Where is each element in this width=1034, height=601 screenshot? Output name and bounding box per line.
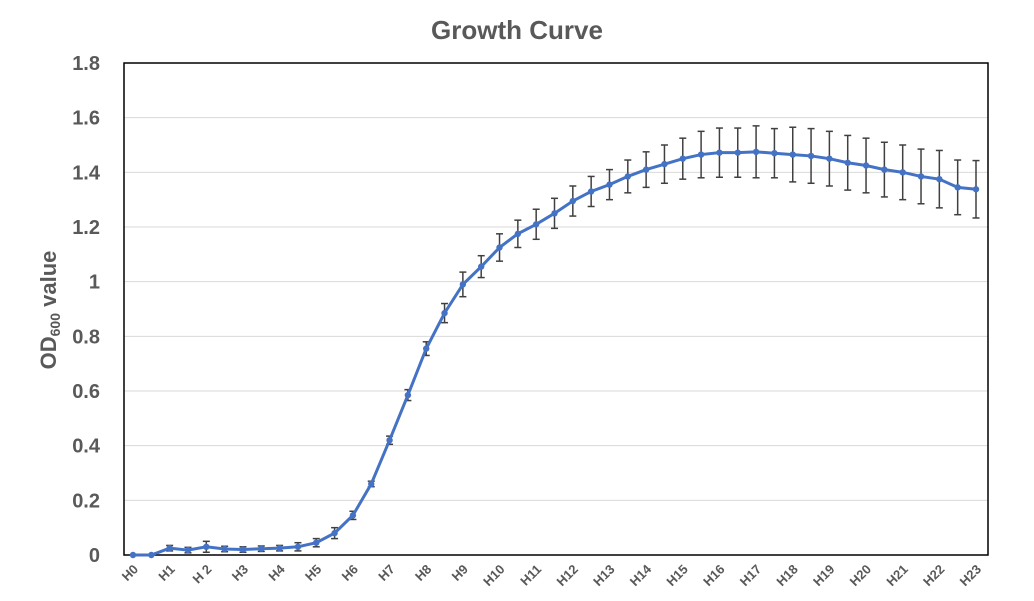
- y-axis-label: OD600 value: [36, 251, 63, 370]
- x-tick-label: H 2: [190, 562, 215, 587]
- data-point: [258, 545, 265, 552]
- data-point: [514, 230, 522, 238]
- data-point: [404, 391, 412, 399]
- data-point: [716, 149, 723, 156]
- data-point: [917, 173, 925, 180]
- x-tick-label: H23: [957, 562, 984, 589]
- data-point: [477, 263, 485, 270]
- x-tick-label: H10: [480, 562, 507, 589]
- x-tick-label: H22: [920, 562, 947, 589]
- y-label-subscript: 600: [47, 313, 63, 337]
- x-tick-label: H6: [339, 562, 361, 584]
- y-tick-label: 1.2: [72, 217, 100, 239]
- y-label-main: OD: [36, 336, 61, 369]
- x-tick-label: H20: [847, 562, 874, 589]
- data-point: [423, 345, 430, 352]
- plot-area-border: [123, 62, 989, 556]
- data-point: [184, 546, 192, 554]
- data-point: [734, 149, 741, 156]
- data-point: [386, 437, 393, 444]
- y-tick-label: 0.8: [72, 326, 100, 348]
- data-point: [844, 159, 851, 166]
- data-point: [331, 529, 338, 537]
- data-point: [624, 173, 632, 180]
- chart-title: Growth Curve: [431, 15, 603, 45]
- y-tick-label: 1.8: [72, 53, 100, 75]
- y-tick-label: 1.4: [72, 162, 101, 184]
- x-tick-label: H7: [375, 562, 397, 584]
- data-point: [752, 148, 760, 156]
- data-point: [166, 544, 173, 552]
- y-tick-label: 0: [89, 545, 100, 567]
- y-tick-label: 1: [89, 272, 100, 294]
- series-points: [129, 148, 980, 559]
- x-tick-label: H14: [627, 561, 655, 589]
- grid-lines: [124, 62, 988, 556]
- data-point: [862, 162, 870, 169]
- x-tick-label: H17: [737, 562, 764, 589]
- data-point: [129, 551, 137, 559]
- data-point: [203, 543, 210, 550]
- data-point: [276, 544, 283, 552]
- y-tick-label: 0.4: [72, 436, 101, 458]
- x-tick-label: H13: [590, 562, 617, 589]
- data-point: [899, 169, 906, 176]
- data-point: [771, 150, 778, 157]
- data-point: [441, 309, 448, 317]
- y-tick-label: 1.6: [72, 108, 100, 130]
- x-tick-label: H15: [663, 562, 690, 589]
- data-point: [368, 480, 375, 488]
- x-tick-label: H8: [412, 562, 434, 584]
- data-point: [148, 551, 155, 559]
- data-point: [569, 197, 577, 205]
- data-point: [587, 188, 595, 195]
- data-point: [551, 210, 558, 217]
- x-tick-label: H12: [553, 562, 580, 589]
- x-tick-label: H0: [119, 562, 141, 584]
- x-tick-label: H1: [155, 562, 177, 584]
- x-tick-label: H16: [700, 562, 727, 589]
- data-point: [697, 151, 705, 158]
- data-point: [642, 166, 650, 173]
- data-point: [936, 175, 943, 183]
- data-point: [459, 281, 467, 288]
- data-point: [294, 543, 302, 550]
- y-axis-ticks: 0 0.2 0.4 0.6 0.8 1 1.2 1.4 1.6 1.8: [72, 53, 101, 567]
- data-point: [313, 539, 320, 546]
- y-tick-label: 0.6: [72, 381, 100, 403]
- data-point: [807, 152, 815, 160]
- data-point: [532, 221, 540, 228]
- data-point: [239, 546, 247, 553]
- x-tick-label: H4: [265, 561, 288, 584]
- data-point: [789, 151, 796, 158]
- x-tick-label: H9: [449, 562, 471, 584]
- data-point: [496, 244, 503, 251]
- x-tick-label: H18: [773, 562, 800, 589]
- x-tick-label: H11: [517, 562, 544, 589]
- data-point: [881, 166, 888, 173]
- data-point: [349, 512, 357, 519]
- data-point: [221, 545, 228, 553]
- data-point: [661, 160, 668, 168]
- data-point: [972, 186, 980, 193]
- x-tick-label: H5: [302, 562, 324, 584]
- data-point: [679, 155, 686, 162]
- x-tick-label: H3: [229, 562, 251, 584]
- data-point: [954, 184, 961, 191]
- data-point: [606, 181, 613, 188]
- data-point: [826, 155, 833, 162]
- error-bars: [166, 125, 980, 554]
- y-tick-label: 0.2: [72, 490, 100, 512]
- x-tick-label: H19: [810, 562, 837, 589]
- x-tick-label: H21: [883, 562, 910, 589]
- x-axis-ticks: H0 H1 H 2 H3 H4 H5 H6 H7 H8 H9 H10 H11 H12 H13 H14 H15 H…: [119, 561, 984, 589]
- y-label-tail: value: [36, 251, 61, 313]
